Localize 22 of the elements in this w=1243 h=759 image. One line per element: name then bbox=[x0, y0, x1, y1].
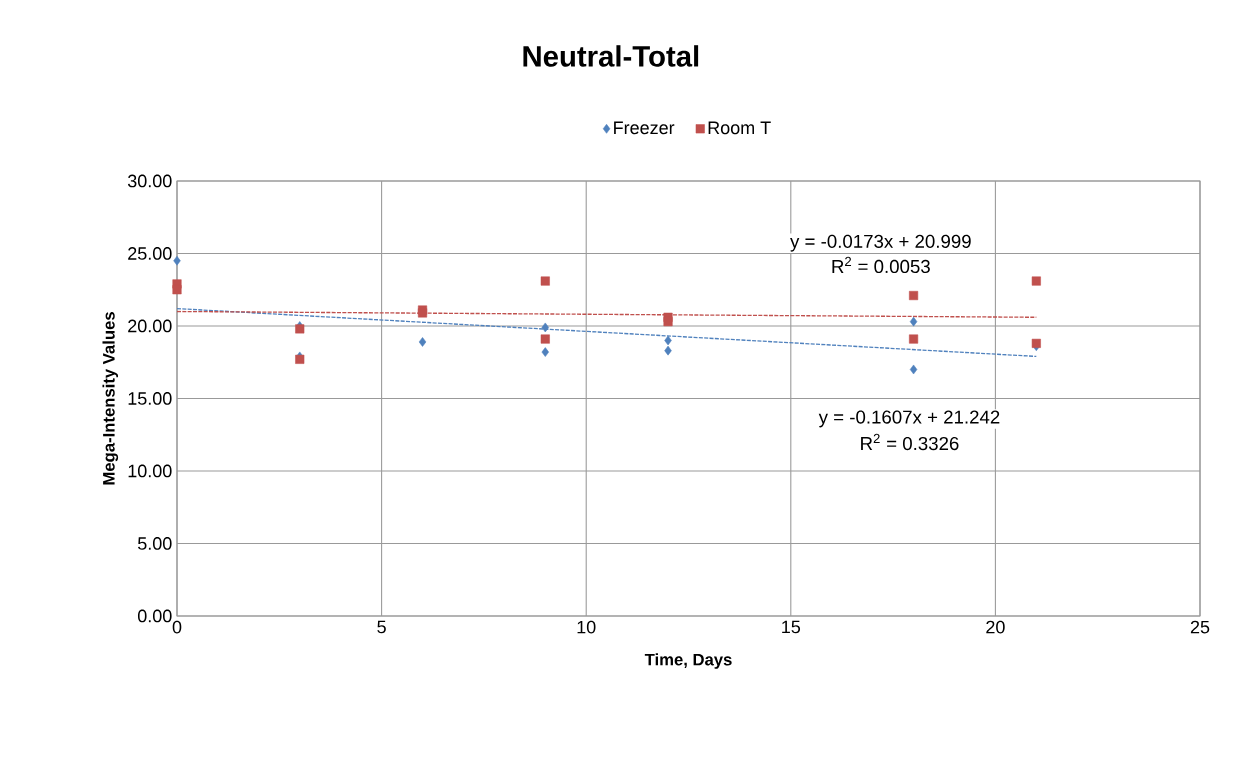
x-tick-label: 20 bbox=[986, 620, 1005, 634]
y-tick-label: 5.00 bbox=[137, 537, 172, 550]
annotation: R$^{2}$ = 0.3326 bbox=[861, 433, 959, 451]
x-tick-label: 10 bbox=[577, 620, 596, 634]
x-axis-title: Time, Days bbox=[644, 653, 732, 669]
annotation: y = -0.0173x + 20.999 bbox=[790, 234, 971, 252]
y-tick-label: 20.00 bbox=[128, 319, 172, 333]
y-tick-label: 0.00 bbox=[137, 609, 172, 623]
y-tick-label: 10.00 bbox=[128, 464, 172, 478]
x-tick-label: 15 bbox=[782, 620, 801, 634]
y-tick-label: 25.00 bbox=[128, 247, 172, 260]
y-tick-label: 30.00 bbox=[127, 174, 172, 188]
legend-label: Freezer bbox=[614, 121, 675, 135]
x-tick-label: 0 bbox=[172, 620, 182, 634]
chart-title: Neutral-Total bbox=[523, 45, 699, 67]
y-axis-title: Mega-Intensity Values bbox=[102, 312, 119, 485]
annotation: R$^{2}$ = 0.0053 bbox=[832, 256, 930, 274]
y-tick-label: 15.00 bbox=[128, 392, 172, 405]
legend-label: Room T bbox=[708, 121, 771, 135]
x-tick-label: 25 bbox=[1190, 620, 1210, 634]
annotation: y = -0.1607x + 21.242 bbox=[818, 410, 1000, 428]
x-tick-label: 5 bbox=[377, 620, 386, 634]
